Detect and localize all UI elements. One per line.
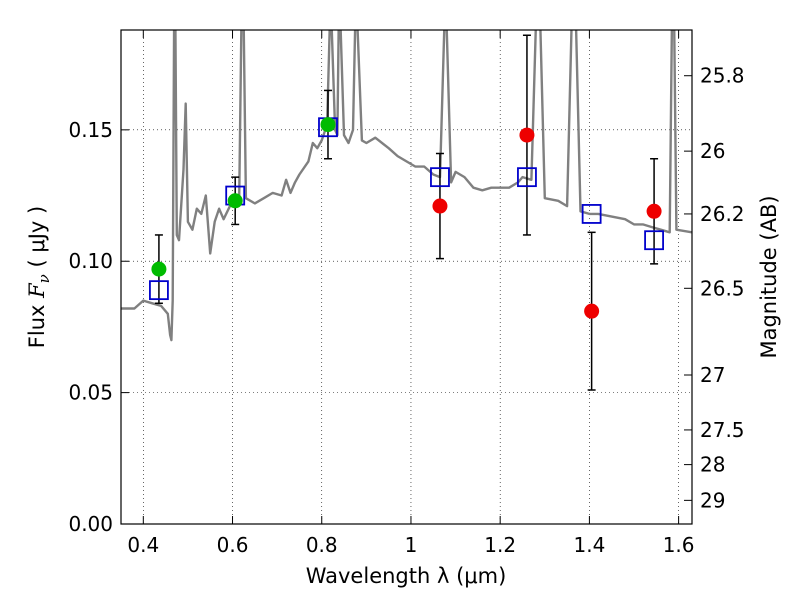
y-axis-label-suffix: ( μJy ) (25, 206, 49, 274)
y2-tick-label: 26.5 (700, 276, 745, 300)
model-band-square (149, 280, 169, 301)
observed-point-green (227, 193, 243, 209)
model-band-square (581, 204, 602, 224)
y2-tick-label: 26.2 (700, 202, 745, 226)
model-band-square (644, 230, 664, 251)
y2-tick-label: 26 (700, 139, 725, 163)
model-band-square (517, 167, 537, 188)
x-tick-label: 1.4 (573, 533, 605, 557)
y2-tick-label: 27 (700, 363, 725, 387)
y2-tick-label: 25.8 (700, 64, 745, 88)
x-tick-label: 1.6 (663, 533, 695, 557)
x-tick-label: 1.2 (484, 533, 516, 557)
observed-point-red (584, 303, 600, 319)
y2-tick-label: 29 (700, 488, 725, 512)
observed-point-red (646, 203, 662, 219)
data-points (149, 117, 664, 319)
x-tick-label: 0.4 (127, 533, 159, 557)
plot-frame (120, 29, 693, 525)
y-tick-label: 0.15 (68, 118, 113, 142)
y-axis-label: Flux Fν ( μJy ) (25, 206, 53, 348)
y-axis-label-symbol: F (25, 282, 49, 299)
axis-ticks: 0.4 0.6 0.8 1 1.2 1.4 1.6 0.00 0.05 0.10 0.15 25.8 2… (68, 30, 745, 557)
y-tick-label: 0.00 (68, 512, 113, 536)
y-tick-label: 0.10 (68, 249, 113, 273)
observed-point-red (519, 127, 535, 143)
model-band-square (430, 167, 450, 188)
y-tick-label: 0.05 (68, 381, 113, 405)
x-tick-label: 1 (405, 533, 418, 557)
model-spectrum-line (121, 30, 692, 342)
x-tick-label: 0.8 (306, 533, 338, 557)
x-tick-label: 0.6 (217, 533, 249, 557)
observed-point-red (432, 198, 448, 214)
model-spectrum (121, 30, 692, 342)
observed-point-green (320, 117, 336, 133)
y-axis-label-prefix: Flux (25, 298, 49, 348)
y2-tick-label: 28 (700, 453, 725, 477)
x-axis-label: Wavelength λ (μm) (306, 564, 507, 588)
y-axis-label-subscript: ν (35, 274, 53, 283)
y2-tick-label: 27.5 (700, 418, 745, 442)
grid (121, 30, 692, 524)
y2-axis-label: Magnitude (AB) (757, 195, 781, 358)
observed-point-green (151, 261, 167, 277)
